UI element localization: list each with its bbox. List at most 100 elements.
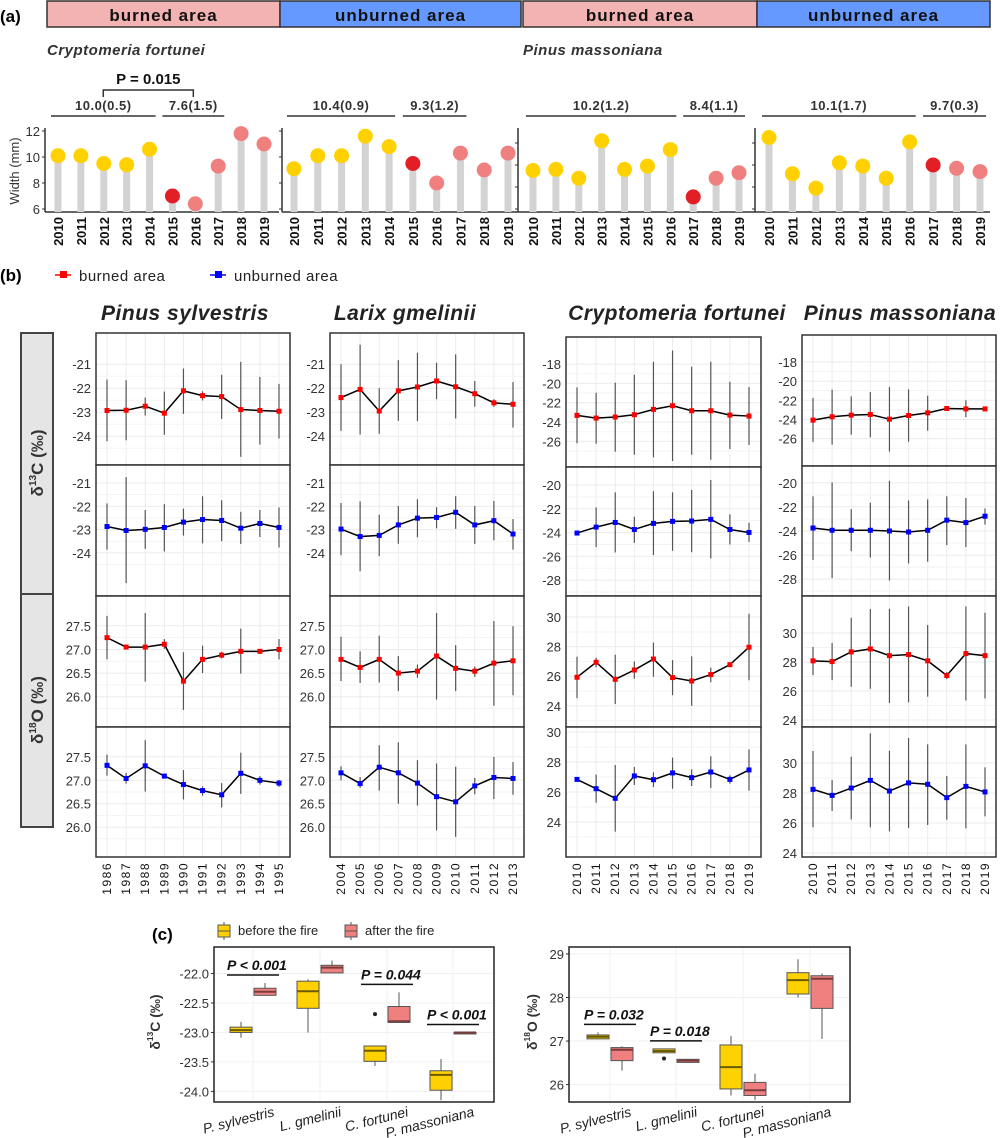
- year-label: 2016: [430, 217, 445, 246]
- ring-width-point: [310, 148, 326, 164]
- significance-bracket: [102, 89, 195, 97]
- species-label: Cryptomeria fortunei: [47, 42, 206, 59]
- year-label: 1987: [119, 862, 133, 895]
- burned-data-point: [434, 378, 440, 384]
- after-box: [610, 1047, 634, 1062]
- mean-after-label: 9.7(0.3): [930, 98, 979, 113]
- unburned-data-point: [906, 780, 912, 786]
- burned-series-line: [106, 636, 280, 683]
- ring-width-point: [50, 148, 66, 164]
- y-tick-label: 12: [26, 124, 40, 139]
- burned-data-point: [510, 658, 516, 664]
- year-label: 2014: [382, 216, 397, 246]
- unburned-data-point: [708, 516, 714, 522]
- legend-marker: [215, 271, 222, 278]
- burned-data-point: [257, 408, 263, 414]
- isotope-superscript: 18: [522, 1032, 532, 1042]
- year-label: 2014: [882, 862, 896, 895]
- unburned-data-point: [180, 519, 186, 525]
- y-tick-label: 26.5: [66, 666, 91, 681]
- after-box: [743, 1081, 767, 1096]
- burned-data-point: [180, 678, 186, 684]
- year-label: 2015: [666, 862, 680, 895]
- burned-data-point: [867, 646, 873, 652]
- y-tick-label: -24: [306, 546, 325, 561]
- year-label: 1988: [138, 862, 152, 895]
- year-label: 2019: [973, 217, 988, 246]
- year-label: 2007: [391, 862, 405, 895]
- burned-data-point: [357, 386, 363, 392]
- panel-background: [802, 727, 996, 857]
- ring-width-stem: [123, 164, 131, 212]
- unburned-data-point: [376, 764, 382, 770]
- unburned-data-point: [727, 526, 733, 532]
- y-tick-label: -22: [72, 381, 91, 396]
- p-value-label: P = 0.018: [650, 1023, 710, 1039]
- burned-data-point: [810, 658, 816, 664]
- y-tick-label: -24: [542, 415, 561, 430]
- unburned-data-point: [104, 524, 110, 530]
- year-label: 2012: [487, 862, 501, 895]
- year-label: 1990: [176, 862, 190, 895]
- p-value-label: P < 0.001: [227, 957, 287, 973]
- ring-width-point: [548, 161, 564, 177]
- burned-data-point: [593, 415, 599, 421]
- burned-data-point: [257, 648, 263, 654]
- isotope-label: C (‰): [147, 994, 163, 1031]
- unburned-series-line: [340, 511, 514, 538]
- burned-data-point: [963, 651, 969, 657]
- ring-width-stem: [788, 173, 796, 212]
- plot-border: [213, 946, 495, 1103]
- year-label: 2010: [806, 862, 820, 895]
- y-tick-label: 28: [550, 991, 564, 1006]
- ring-width-stem: [953, 168, 961, 212]
- burned-data-point: [708, 672, 714, 678]
- year-label: 2018: [959, 862, 973, 895]
- year-label: 2013: [627, 862, 641, 895]
- year-label: 1994: [253, 862, 267, 895]
- unburned-data-point: [727, 776, 733, 782]
- year-label: 2016: [663, 217, 678, 246]
- year-label: 2019: [732, 217, 747, 246]
- panel-background: [330, 333, 524, 465]
- y-tick-label: -22: [72, 499, 91, 514]
- unburned-data-point: [338, 770, 344, 776]
- panel-background: [566, 337, 761, 467]
- y-tick-label: -26: [778, 432, 797, 447]
- ring-width-stem: [385, 146, 393, 212]
- ring-width-stem: [529, 170, 537, 212]
- year-label: 2018: [950, 217, 965, 246]
- burned-data-point: [746, 644, 752, 650]
- burned-data-point: [670, 403, 676, 409]
- ring-width-stem: [77, 155, 85, 212]
- unburned-data-point: [510, 775, 516, 781]
- burned-data-point: [219, 652, 225, 658]
- y-tick-label: -23: [306, 523, 325, 538]
- y-tick-label: 27.5: [66, 750, 91, 765]
- year-label: 2016: [903, 217, 918, 246]
- unburned-data-point: [257, 777, 263, 783]
- ring-width-point: [972, 164, 988, 180]
- y-tick-label: -22.0: [179, 967, 209, 982]
- year-label: 2011: [549, 217, 564, 245]
- ring-width-point: [500, 145, 516, 161]
- strip-delta18o: [20, 593, 54, 828]
- legend-label: unburned area: [234, 268, 338, 285]
- y-tick-label: 24: [783, 846, 797, 861]
- burned-data-point: [944, 672, 950, 678]
- year-label: 2016: [921, 862, 935, 895]
- ring-width-stem: [100, 163, 108, 212]
- burned-data-point: [829, 414, 835, 420]
- unburned-data-point: [276, 780, 282, 786]
- burned-data-point: [593, 659, 599, 665]
- legend-label: burned area: [79, 268, 166, 285]
- year-label: 2006: [372, 862, 386, 895]
- year-label: 2013: [120, 217, 135, 246]
- y-tick-label: 24: [783, 713, 797, 728]
- burned-data-point: [238, 648, 244, 654]
- ring-width-stem: [575, 178, 583, 212]
- after-box: [320, 964, 344, 974]
- y-tick-label: 27.5: [300, 619, 325, 634]
- unburned-series-line: [576, 518, 750, 534]
- unburned-data-point: [574, 530, 580, 536]
